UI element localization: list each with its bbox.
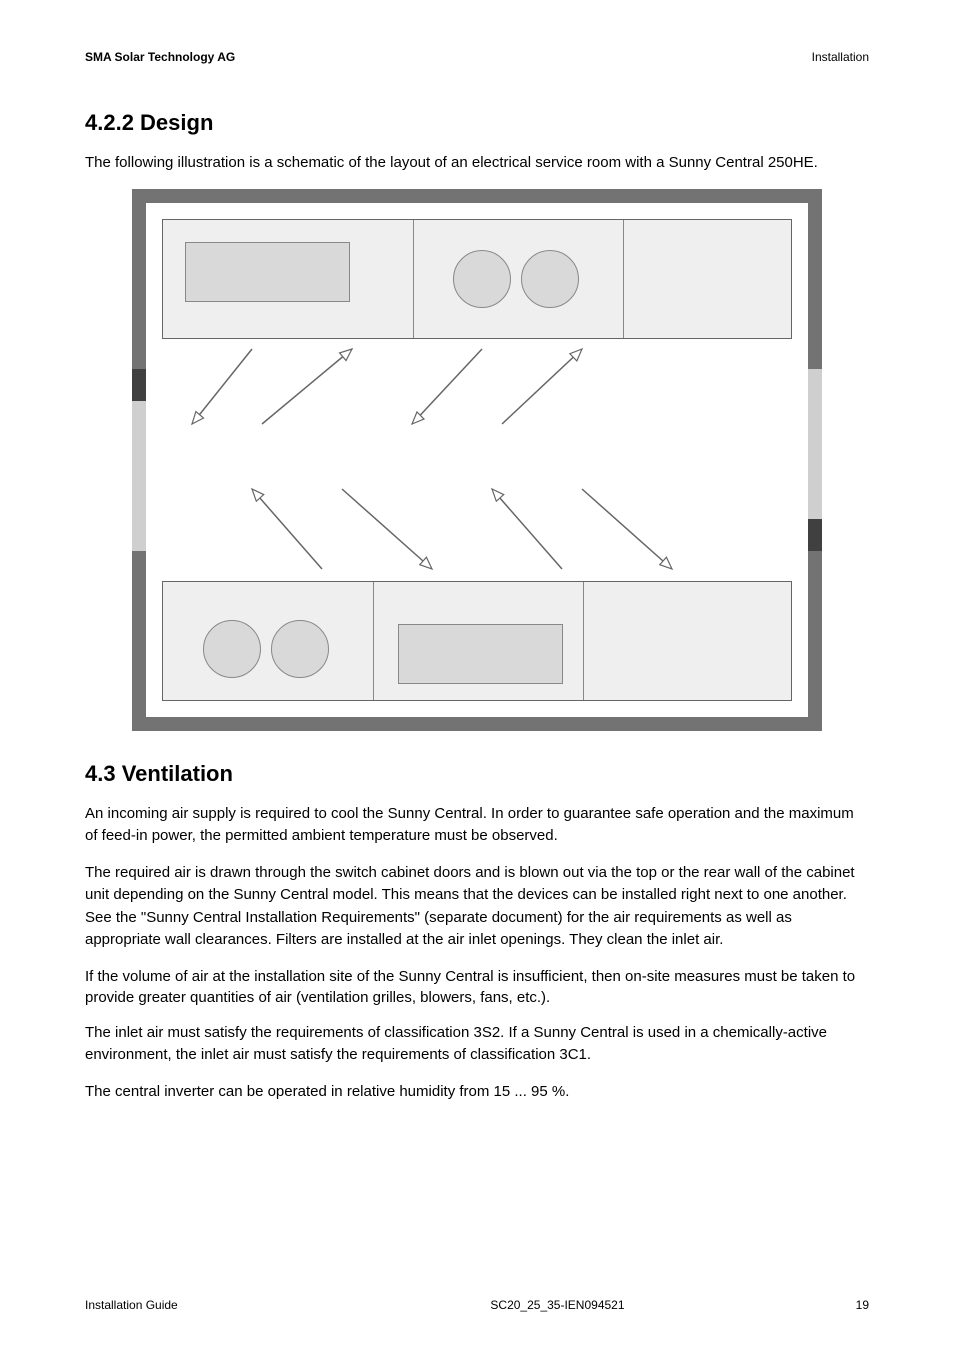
- footer-doc-id: SC20_25_35-IEN094521: [490, 1298, 624, 1312]
- section-43-p5: The central inverter can be operated in …: [85, 1081, 869, 1104]
- airflow-arrows-icon: [132, 189, 822, 731]
- page-header: SMA Solar Technology AG Installation: [85, 50, 869, 64]
- section-43-title: 4.3 Ventilation: [85, 761, 869, 787]
- section-422-title: 4.2.2 Design: [85, 110, 869, 136]
- header-company: SMA Solar Technology AG: [85, 50, 235, 64]
- page: SMA Solar Technology AG Installation 4.2…: [0, 0, 954, 1352]
- section-43-p3: If the volume of air at the installation…: [85, 966, 869, 1008]
- page-footer: Installation Guide SC20_25_35-IEN094521 …: [85, 1298, 869, 1312]
- footer-page-number: 19: [856, 1298, 869, 1312]
- header-section: Installation: [812, 50, 869, 64]
- diagram-frame: [132, 189, 822, 731]
- section-422-intro: The following illustration is a schemati…: [85, 152, 869, 175]
- section-43-p4: The inlet air must satisfy the requireme…: [85, 1022, 869, 1067]
- section-43-p2: The required air is drawn through the sw…: [85, 862, 869, 952]
- room-layout-diagram: [132, 189, 822, 731]
- section-43-p1: An incoming air supply is required to co…: [85, 803, 869, 848]
- footer-doc-type: Installation Guide: [85, 1298, 178, 1312]
